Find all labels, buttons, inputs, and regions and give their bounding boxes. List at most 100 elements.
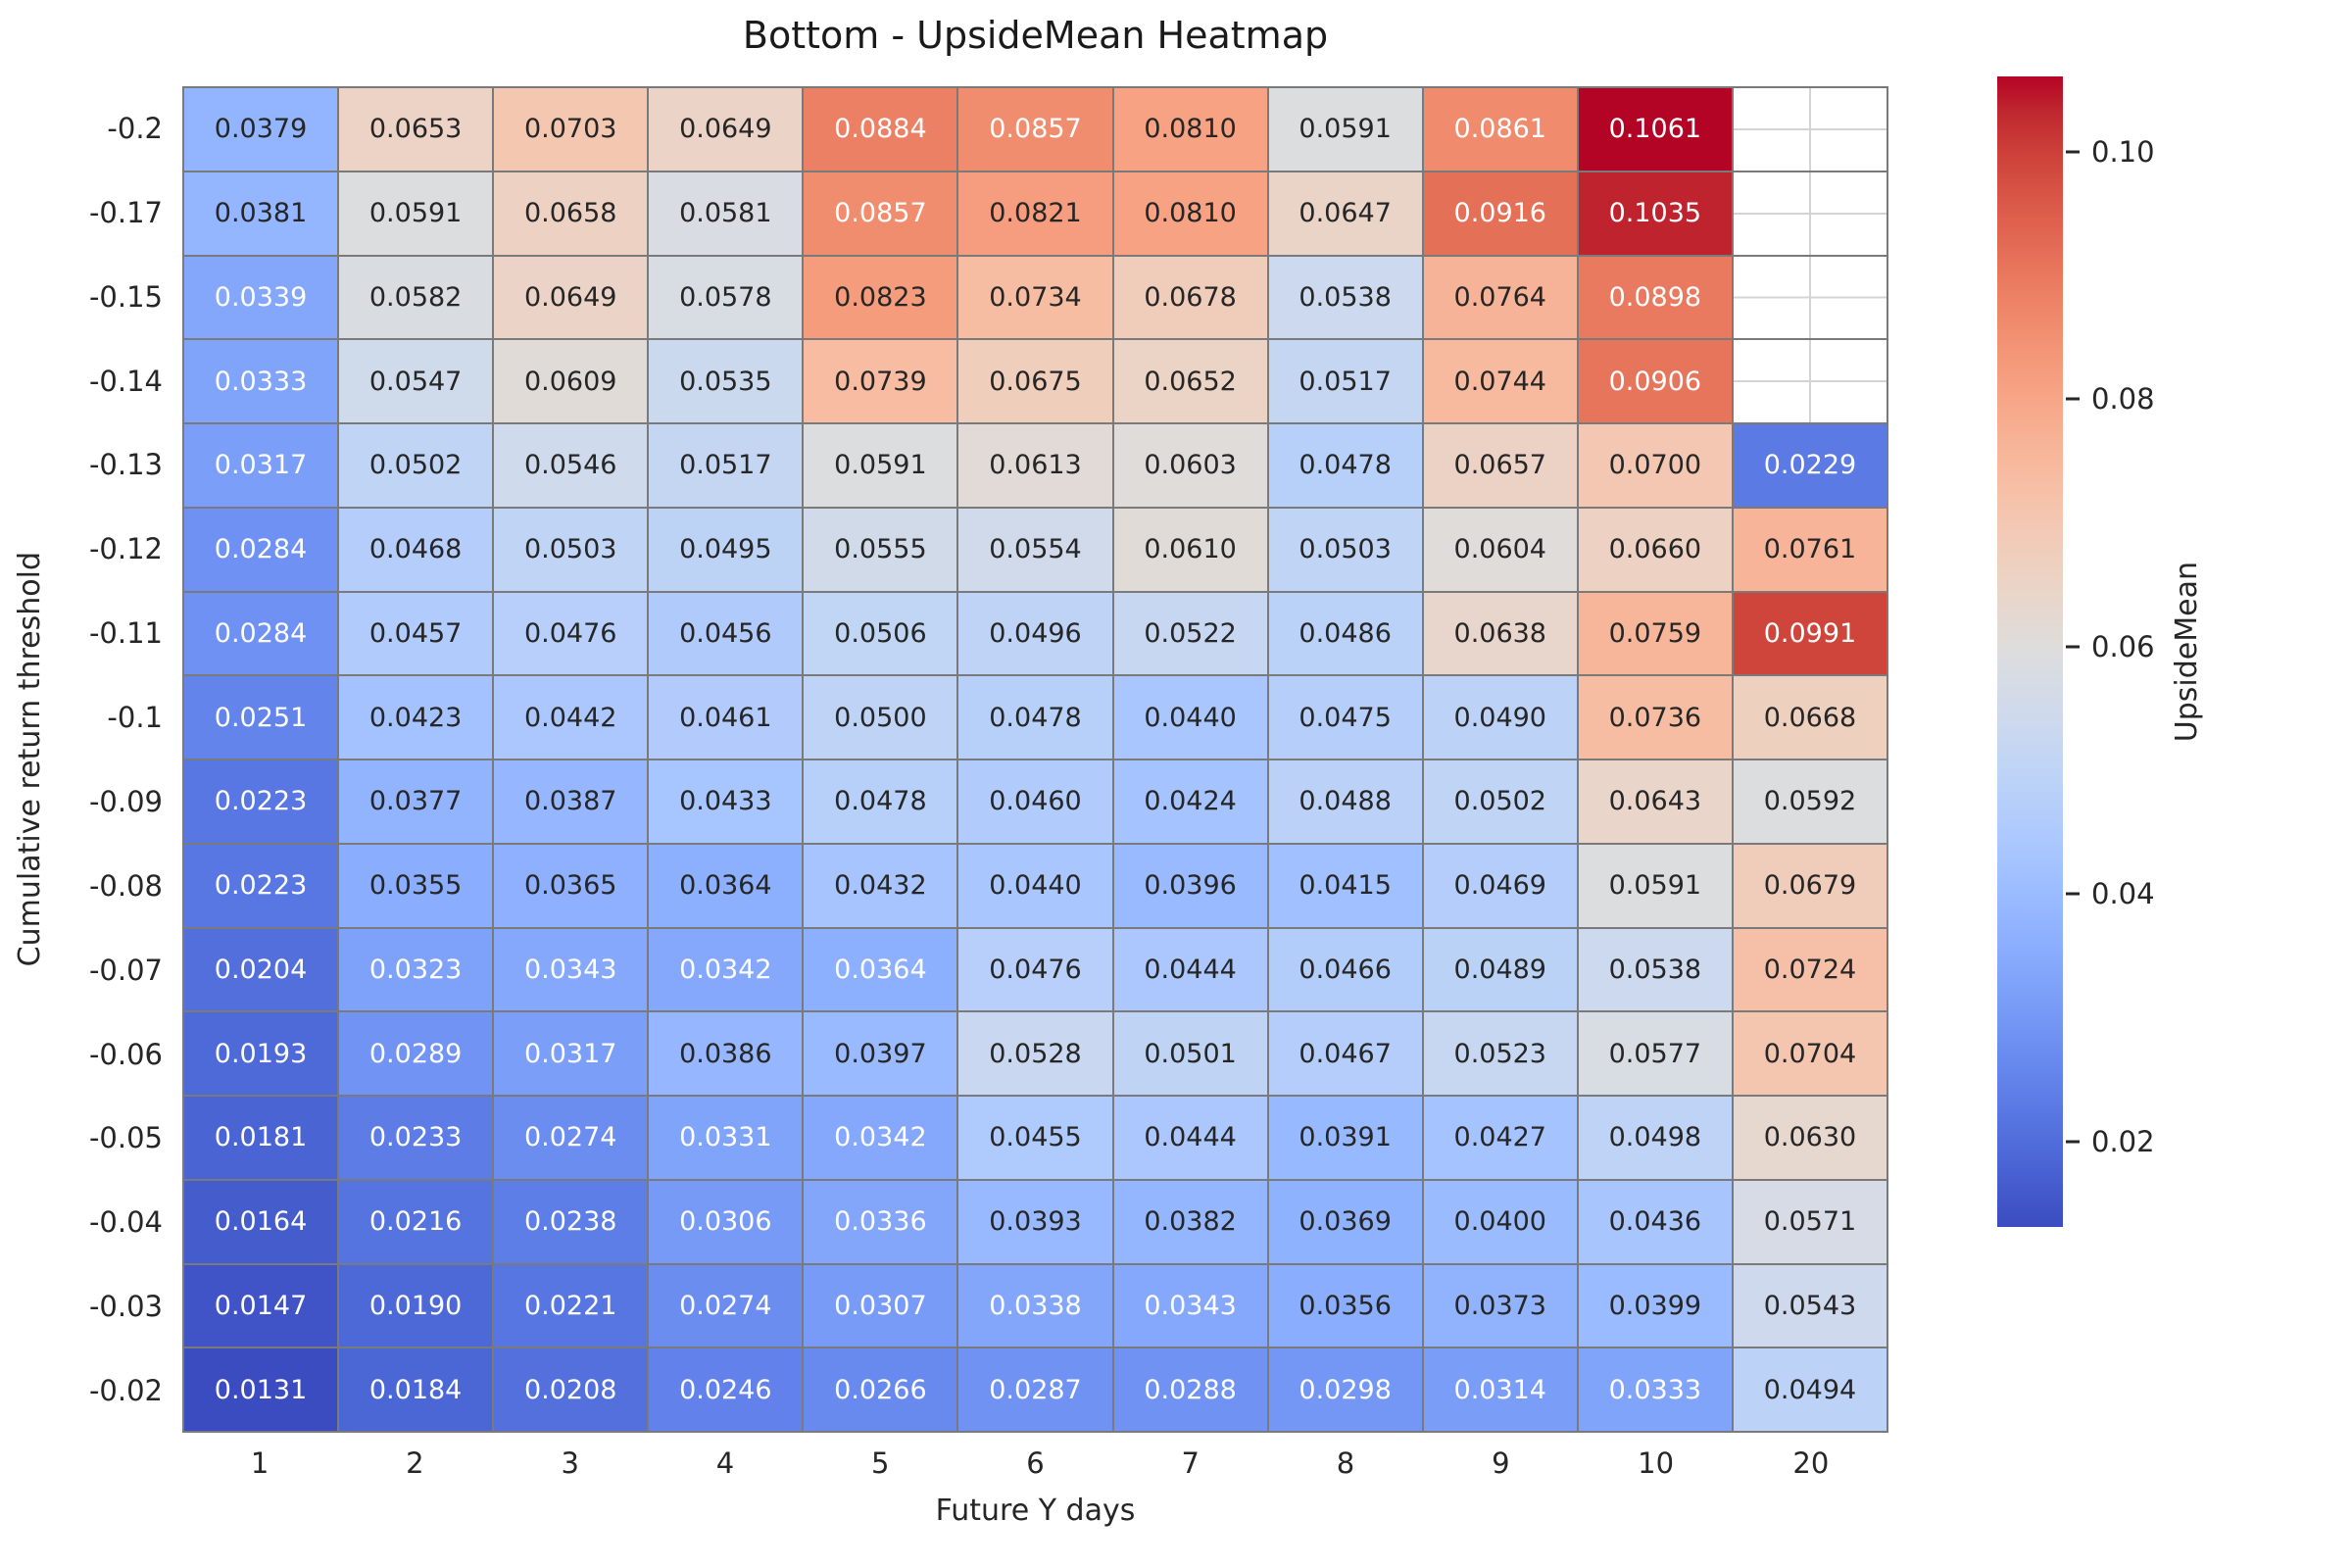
heatmap-cell: 0.0391 — [1268, 1097, 1422, 1179]
heatmap-cell: 0.0238 — [494, 1180, 648, 1263]
heatmap-cell: 0.0517 — [1268, 340, 1422, 422]
y-axis-tick-labels: -0.2 -0.17 -0.15 -0.14 -0.13 -0.12 -0.11 -0.1 -0… — [0, 86, 172, 1433]
y-tick-label: -0.13 — [88, 448, 163, 482]
heatmap-cell: 0.0436 — [1578, 1180, 1732, 1263]
heatmap-cell: 0.0423 — [339, 676, 493, 759]
heatmap-cell: 0.0555 — [804, 508, 957, 591]
heatmap-cell: 0.0660 — [1578, 508, 1732, 591]
heatmap-cell: 0.0857 — [804, 172, 957, 255]
heatmap-cell: 0.0501 — [1113, 1012, 1267, 1095]
heatmap-cell: 0.0475 — [1268, 676, 1422, 759]
heatmap-cell — [1733, 172, 1886, 255]
heatmap-cell: 0.0591 — [1268, 88, 1422, 171]
heatmap-cell: 0.0675 — [958, 340, 1112, 422]
heatmap-cell: 0.0444 — [1113, 928, 1267, 1011]
heatmap-cell: 0.0761 — [1733, 508, 1886, 591]
heatmap-cell: 0.0704 — [1733, 1012, 1886, 1095]
heatmap-cell: 0.0478 — [1268, 424, 1422, 507]
heatmap-cell: 0.0700 — [1578, 424, 1732, 507]
x-tick-label: 7 — [1181, 1446, 1200, 1480]
heatmap-cell: 0.0331 — [649, 1097, 803, 1179]
heatmap-cell: 0.0393 — [958, 1180, 1112, 1263]
heatmap-cell: 0.0517 — [649, 424, 803, 507]
x-axis-tick-labels: 1 2 3 4 5 6 7 8 9 10 20 — [182, 1446, 1888, 1486]
heatmap-cell: 0.0571 — [1733, 1180, 1886, 1263]
heatmap-cell: 0.0287 — [958, 1348, 1112, 1431]
heatmap-cell: 0.0643 — [1578, 760, 1732, 843]
heatmap-cell: 0.0386 — [649, 1012, 803, 1095]
heatmap-cell: 0.0476 — [494, 592, 648, 675]
heatmap-cell: 0.0216 — [339, 1180, 493, 1263]
heatmap-cell: 0.0369 — [1268, 1180, 1422, 1263]
x-tick-label: 10 — [1638, 1446, 1675, 1480]
x-tick-label: 2 — [406, 1446, 424, 1480]
heatmap-cell: 0.0810 — [1113, 172, 1267, 255]
heatmap-cell: 0.0266 — [804, 1348, 957, 1431]
heatmap-cell: 0.0543 — [1733, 1264, 1886, 1348]
heatmap-cell: 0.0343 — [494, 928, 648, 1011]
heatmap-cell: 0.0476 — [958, 928, 1112, 1011]
heatmap-grid: 0.0379 0.0653 0.0703 0.0649 0.0884 0.0857 0.08… — [182, 86, 1888, 1433]
y-tick-label: -0.05 — [88, 1121, 163, 1155]
heatmap-cell: 0.0298 — [1268, 1348, 1422, 1431]
heatmap-cell: 0.0678 — [1113, 256, 1267, 339]
heatmap-cell: 0.0652 — [1113, 340, 1267, 422]
y-tick-label: -0.1 — [107, 701, 163, 735]
heatmap-cell: 0.0478 — [804, 760, 957, 843]
heatmap-cell: 0.0554 — [958, 508, 1112, 591]
heatmap-cell: 0.0396 — [1113, 844, 1267, 927]
heatmap-cell: 0.0251 — [184, 676, 338, 759]
colorbar-tick-label: 0.04 — [2091, 877, 2155, 911]
heatmap-cell: 0.0381 — [184, 172, 338, 255]
heatmap-cell: 0.0307 — [804, 1264, 957, 1348]
heatmap-cell: 0.0424 — [1113, 760, 1267, 843]
heatmap-cell: 0.0821 — [958, 172, 1112, 255]
heatmap-cell: 0.0342 — [804, 1097, 957, 1179]
x-tick-label: 20 — [1792, 1446, 1830, 1480]
heatmap-cell: 0.0647 — [1268, 172, 1422, 255]
colorbar-tick-mark — [2066, 150, 2080, 154]
heatmap-cell: 0.0284 — [184, 508, 338, 591]
y-tick-label: -0.09 — [88, 784, 163, 818]
chart-title: Bottom - UpsideMean Heatmap — [742, 14, 1329, 57]
y-tick-label: -0.03 — [88, 1290, 163, 1324]
heatmap-cell: 0.0317 — [494, 1012, 648, 1095]
heatmap-cell: 0.0490 — [1423, 676, 1577, 759]
heatmap-cell: 0.0657 — [1423, 424, 1577, 507]
heatmap-cell: 0.0502 — [339, 424, 493, 507]
heatmap-cell: 0.0604 — [1423, 508, 1577, 591]
heatmap-cell: 0.0577 — [1578, 1012, 1732, 1095]
heatmap-cell: 0.0991 — [1733, 592, 1886, 675]
heatmap-cell: 0.0668 — [1733, 676, 1886, 759]
heatmap-cell: 0.0906 — [1578, 340, 1732, 422]
x-tick-label: 1 — [250, 1446, 270, 1480]
heatmap-cell: 0.0442 — [494, 676, 648, 759]
heatmap-cell: 0.0898 — [1578, 256, 1732, 339]
heatmap-cell: 0.0339 — [184, 256, 338, 339]
colorbar-gradient — [1997, 76, 2063, 1227]
heatmap-cell: 0.0500 — [804, 676, 957, 759]
x-tick-label: 5 — [870, 1446, 890, 1480]
heatmap-cell: 0.0658 — [494, 172, 648, 255]
heatmap-cell: 0.0356 — [1268, 1264, 1422, 1348]
heatmap-cell: 0.0857 — [958, 88, 1112, 171]
heatmap-cell: 0.0884 — [804, 88, 957, 171]
heatmap-cell: 0.0503 — [494, 508, 648, 591]
x-tick-label: 6 — [1026, 1446, 1045, 1480]
heatmap-cell: 0.0523 — [1423, 1012, 1577, 1095]
colorbar-tick-label: 0.10 — [2091, 135, 2155, 169]
heatmap-cell: 0.0460 — [958, 760, 1112, 843]
heatmap-cell: 0.0387 — [494, 760, 648, 843]
heatmap-cell: 0.0306 — [649, 1180, 803, 1263]
colorbar: UpsideMean 0.10 0.08 0.06 0.04 0.02 — [1997, 76, 2204, 1227]
heatmap-cell: 0.0190 — [339, 1264, 493, 1348]
heatmap-cell: 0.0546 — [494, 424, 648, 507]
heatmap-cell: 0.0638 — [1423, 592, 1577, 675]
heatmap-cell: 0.0916 — [1423, 172, 1577, 255]
x-tick-label: 8 — [1336, 1446, 1355, 1480]
heatmap-cell: 0.0759 — [1578, 592, 1732, 675]
heatmap-cell: 0.0591 — [804, 424, 957, 507]
heatmap-cell: 0.0506 — [804, 592, 957, 675]
heatmap-cell: 0.0581 — [649, 172, 803, 255]
heatmap-cell: 0.0433 — [649, 760, 803, 843]
